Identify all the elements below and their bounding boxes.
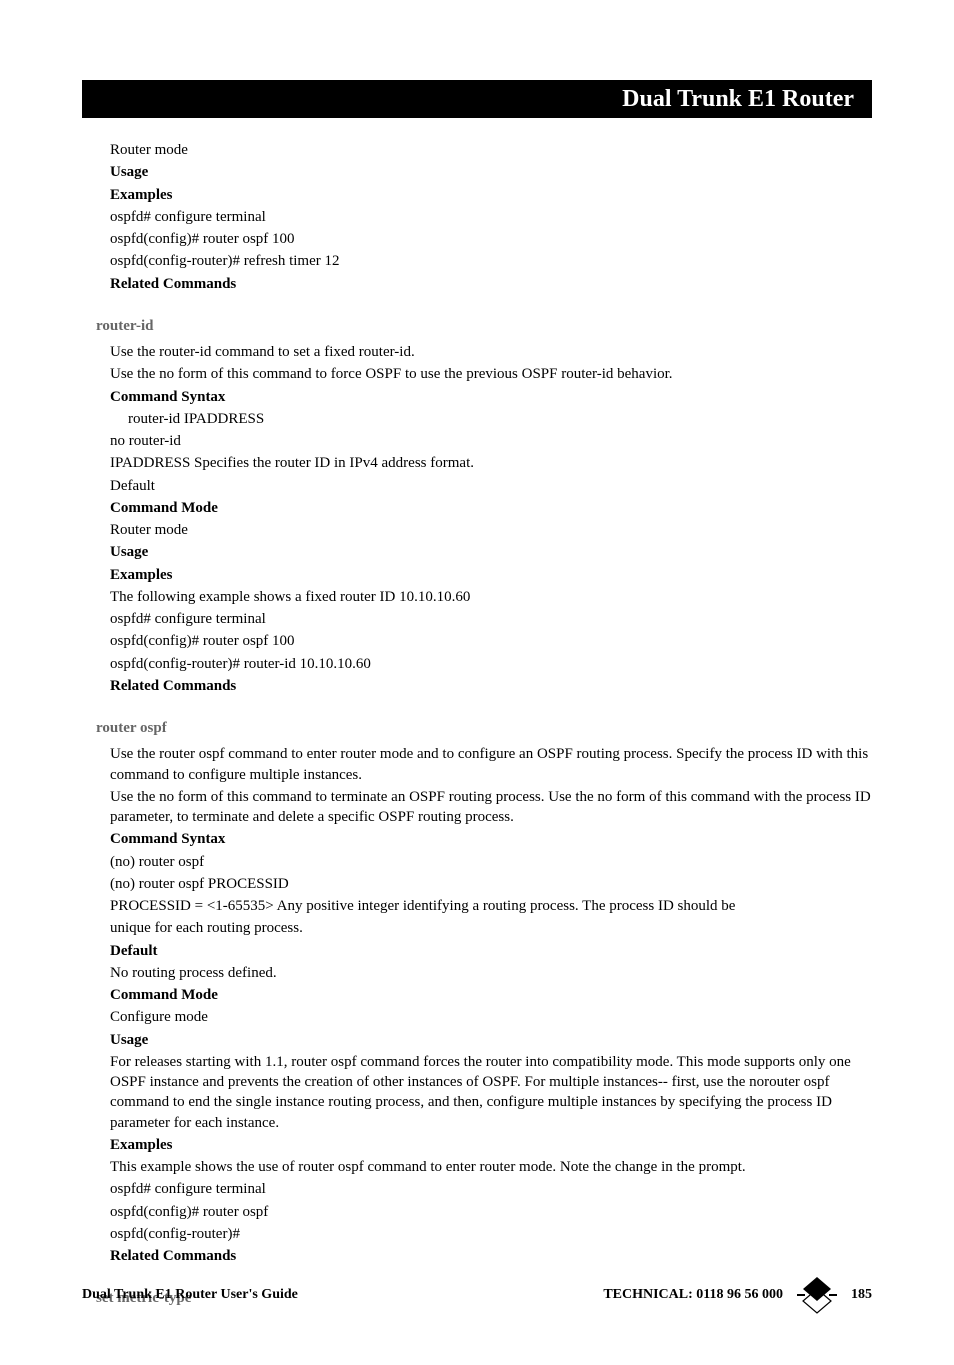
syntax-line: (no) router ospf PROCESSID: [110, 874, 872, 894]
header-title: Dual Trunk E1 Router: [622, 86, 854, 113]
default-value: No routing process defined.: [110, 963, 872, 983]
example-line: ospfd# configure terminal: [110, 1179, 872, 1199]
example-line: ospfd(config-router)# refresh timer 12: [110, 251, 872, 271]
command-mode-label: Command Mode: [110, 985, 872, 1005]
related-commands-label: Related Commands: [110, 676, 872, 696]
example-line: ospfd(config)# router ospf 100: [110, 631, 872, 651]
example-line: ospfd(config)# router ospf 100: [110, 229, 872, 249]
example-line: ospfd# configure terminal: [110, 207, 872, 227]
router-id-heading: router-id: [96, 316, 872, 336]
example-desc: This example shows the use of router osp…: [110, 1157, 872, 1177]
usage-desc: For releases starting with 1.1, router o…: [110, 1052, 872, 1133]
syntax-line: router-id IPADDRESS: [110, 409, 872, 429]
usage-label: Usage: [110, 542, 872, 562]
examples-label: Examples: [110, 565, 872, 585]
example-line: ospfd# configure terminal: [110, 609, 872, 629]
footer: Dual Trunk E1 Router User's Guide TECHNI…: [82, 1275, 872, 1315]
related-commands-label: Related Commands: [110, 274, 872, 294]
default-label: Default: [110, 941, 872, 961]
router-ospf-desc: Use the router ospf command to enter rou…: [110, 744, 872, 785]
syntax-line: unique for each routing process.: [110, 918, 872, 938]
example-line: ospfd(config-router)#: [110, 1224, 872, 1244]
default-label: Default: [110, 476, 872, 496]
diamond-icon: [797, 1275, 837, 1315]
example-desc: The following example shows a fixed rout…: [110, 587, 872, 607]
footer-technical: TECHNICAL: 0118 96 56 000: [603, 1287, 783, 1303]
example-line: ospfd(config)# router ospf: [110, 1202, 872, 1222]
router-ospf-desc: Use the no form of this command to termi…: [110, 787, 872, 828]
syntax-line: IPADDRESS Specifies the router ID in IPv…: [110, 453, 872, 473]
footer-right: TECHNICAL: 0118 96 56 000 185: [603, 1275, 872, 1315]
router-id-desc: Use the router-id command to set a fixed…: [110, 342, 872, 362]
usage-label: Usage: [110, 162, 872, 182]
router-ospf-heading: router ospf: [96, 718, 872, 738]
examples-label: Examples: [110, 1135, 872, 1155]
syntax-line: (no) router ospf: [110, 852, 872, 872]
page: Dual Trunk E1 Router Router mode Usage E…: [0, 0, 954, 1365]
router-id-desc: Use the no form of this command to force…: [110, 364, 872, 384]
command-mode-label: Command Mode: [110, 498, 872, 518]
examples-label: Examples: [110, 185, 872, 205]
content: Router mode Usage Examples ospfd# config…: [82, 140, 872, 1309]
usage-label: Usage: [110, 1030, 872, 1050]
page-number: 185: [851, 1287, 872, 1303]
command-syntax-label: Command Syntax: [110, 829, 872, 849]
footer-left: Dual Trunk E1 Router User's Guide: [82, 1287, 298, 1303]
example-line: ospfd(config-router)# router-id 10.10.10…: [110, 654, 872, 674]
header-bar: Dual Trunk E1 Router: [82, 80, 872, 118]
command-mode-value: Router mode: [110, 520, 872, 540]
command-syntax-label: Command Syntax: [110, 387, 872, 407]
related-commands-label: Related Commands: [110, 1246, 872, 1266]
syntax-line: PROCESSID = <1-65535> Any positive integ…: [110, 896, 872, 916]
command-mode-value: Configure mode: [110, 1007, 872, 1027]
syntax-line: no router-id: [110, 431, 872, 451]
routermode-text: Router mode: [110, 140, 872, 160]
